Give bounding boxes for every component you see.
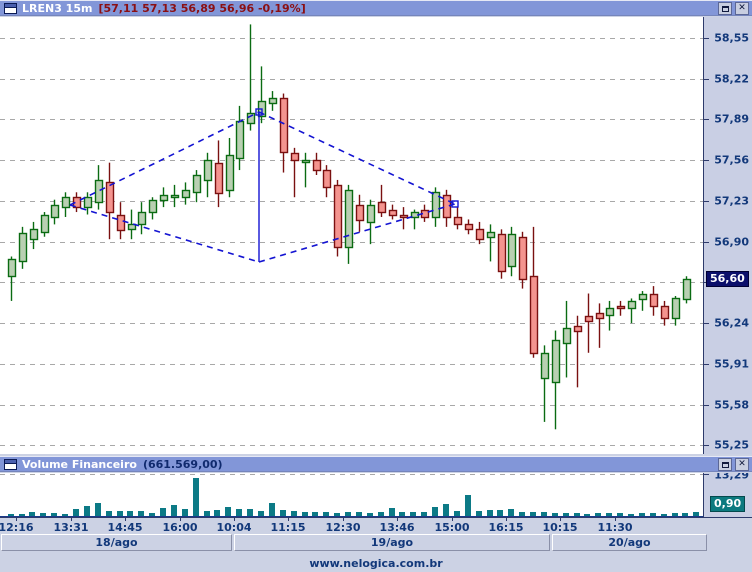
price-axis-label: 57,89 (714, 112, 749, 126)
date-bar[interactable]: 18/ago 19/ago 20/ago (0, 534, 752, 551)
volume-maximize-button[interactable] (718, 458, 732, 471)
time-axis-tick (234, 518, 235, 521)
volume-axis-ticks (704, 474, 709, 475)
price-panel-window-buttons: ✕ (718, 2, 749, 15)
price-axis-label: 56,24 (714, 316, 749, 330)
volume-panel: 13,29 0,90 (0, 473, 752, 517)
time-axis-tick (288, 518, 289, 521)
time-axis-tick (397, 518, 398, 521)
time-axis-label: 13:46 (379, 521, 415, 534)
volume-plot-area[interactable] (0, 473, 703, 517)
volume-close-button[interactable]: ✕ (735, 458, 749, 471)
time-axis-tick (452, 518, 453, 521)
maximize-button[interactable] (718, 2, 732, 15)
close-button[interactable]: ✕ (735, 2, 749, 15)
time-axis[interactable]: 12:16 13:31 14:45 16:00 10:04 11:15 12:30 13:46… (0, 517, 752, 534)
footer-text: www.nelogica.com.br (309, 556, 443, 570)
time-axis-label: 14:45 (107, 521, 143, 534)
candlestick-chart (0, 24, 703, 446)
price-axis-label: 55,25 (714, 438, 749, 452)
price-axis-ticks (704, 38, 709, 446)
time-axis-label: 13:31 (53, 521, 89, 534)
current-volume-badge: 0,90 (710, 496, 746, 512)
time-axis-tick (560, 518, 561, 521)
date-segment[interactable]: 18/ago (1, 534, 232, 551)
time-axis-label: 15:00 (434, 521, 470, 534)
price-plot-area[interactable] (0, 17, 703, 454)
time-axis-tick (506, 518, 507, 521)
time-axis-label: 11:15 (270, 521, 306, 534)
current-price-badge: 56,60 (706, 270, 749, 287)
price-axis-label: 58,22 (714, 72, 749, 86)
time-axis-label: 11:30 (597, 521, 633, 534)
price-axis-label: 57,23 (714, 194, 749, 208)
time-axis-tick (125, 518, 126, 521)
time-axis-label: 12:16 (0, 521, 34, 534)
volume-panel-window-buttons: ✕ (718, 458, 749, 471)
price-panel-titlebar[interactable]: LREN3 15m [57,11 57,13 56,89 56,96 -0,19… (0, 0, 752, 16)
time-axis-tick (615, 518, 616, 521)
price-panel-title: LREN3 15m (22, 1, 93, 15)
time-axis-label: 10:04 (216, 521, 252, 534)
volume-panel-title: Volume Financeiro (22, 457, 137, 471)
date-segment[interactable]: 19/ago (234, 534, 550, 551)
price-axis-label: 56,90 (714, 235, 749, 249)
date-segment[interactable]: 20/ago (552, 534, 707, 551)
time-axis-label: 16:15 (488, 521, 524, 534)
time-axis-tick (180, 518, 181, 521)
time-axis-tick (71, 518, 72, 521)
price-axis-label: 55,58 (714, 398, 749, 412)
price-panel-quote: [57,11 57,13 56,89 56,96 -0,19%] (98, 1, 306, 15)
time-axis-tick (343, 518, 344, 521)
chart-window-icon (4, 2, 17, 14)
volume-axis[interactable]: 13,29 0,90 (703, 473, 752, 517)
volume-panel-quote: (661.569,00) (142, 457, 223, 471)
time-axis-tick (16, 518, 17, 521)
time-axis-label: 10:15 (542, 521, 578, 534)
price-panel: 58,55 58,22 57,89 57,56 57,23 56,90 56,24 55,91… (0, 17, 752, 454)
volume-panel-titlebar[interactable]: Volume Financeiro (661.569,00) ✕ (0, 456, 752, 472)
price-axis-label: 58,55 (714, 31, 749, 45)
price-axis-label: 57,56 (714, 153, 749, 167)
footer-watermark: www.nelogica.com.br (0, 554, 752, 572)
time-axis-label: 16:00 (162, 521, 198, 534)
time-axis-label: 12:30 (325, 521, 361, 534)
price-axis-label: 55,91 (714, 357, 749, 371)
volume-window-icon (4, 458, 17, 470)
price-axis[interactable]: 58,55 58,22 57,89 57,56 57,23 56,90 56,24 55,91… (703, 17, 752, 454)
volume-bars (0, 474, 703, 517)
volume-axis-label: 13,29 (714, 473, 749, 481)
